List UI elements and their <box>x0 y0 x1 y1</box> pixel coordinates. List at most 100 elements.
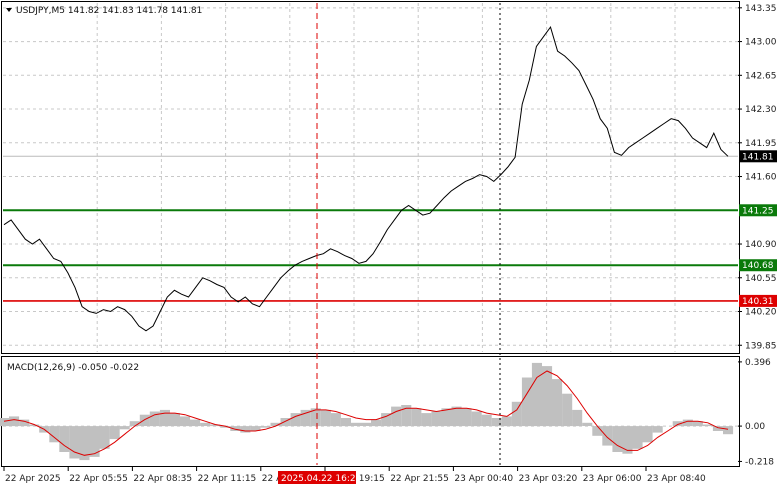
macd-bar <box>652 426 663 433</box>
time-x-axis: 22 Apr 2025 22 Apr 05:55 22 Apr 08:35 22 Ap… <box>3 467 706 484</box>
highlighted-time-tag <box>278 471 356 484</box>
macd-bar <box>542 366 553 427</box>
macd-bar <box>682 419 693 427</box>
macd-bar <box>632 426 643 449</box>
macd-bar <box>89 426 100 457</box>
macd-bar <box>411 408 422 427</box>
macd-bar <box>169 413 180 427</box>
macd-bar <box>99 426 110 449</box>
price-tick-label: 143.35 <box>745 4 777 14</box>
macd-bar <box>451 406 462 427</box>
macd-y-axis: 0.396 0.00 -0.218 <box>738 358 774 467</box>
macd-bar <box>391 406 402 427</box>
macd-tick-label: -0.218 <box>745 457 774 467</box>
price-tick-label: 142.30 <box>745 105 777 115</box>
price-tick-label: 141.60 <box>745 173 777 183</box>
macd-bar <box>371 419 382 427</box>
macd-bar <box>471 411 482 427</box>
macd-bar <box>340 418 351 427</box>
macd-bar <box>381 413 392 427</box>
current-price-label: 141.81 <box>742 152 774 162</box>
time-tick-label: 23 Apr 06:00 <box>583 474 642 484</box>
macd-signal-line <box>3 370 729 456</box>
macd-bar <box>9 416 20 427</box>
macd-bar <box>562 393 573 427</box>
macd-bar <box>401 405 412 427</box>
macd-bar <box>139 414 150 426</box>
level-lines: 141.25 140.68 140.31 141.81 <box>3 150 777 307</box>
macd-bar <box>421 413 432 427</box>
macd-bar <box>210 424 221 427</box>
time-tick-label: 22 Apr 08:35 <box>133 474 192 484</box>
price-tick-label: 141.95 <box>745 139 777 149</box>
macd-bar <box>29 424 40 427</box>
macd-bar <box>723 426 734 435</box>
macd-bar <box>642 426 653 443</box>
macd-bar <box>441 408 452 427</box>
macd-header: MACD(12,26,9) -0.050 -0.022 <box>7 363 139 373</box>
macd-bar <box>501 416 512 427</box>
level-tag-label: 140.31 <box>742 297 774 307</box>
macd-bar <box>300 409 311 427</box>
macd-bar <box>0 418 10 427</box>
time-tick-label: 22 Apr 05:55 <box>69 474 128 484</box>
macd-bar <box>702 424 713 427</box>
time-tick-label: 23 Apr 03:20 <box>519 474 578 484</box>
time-tick-label: 23 Apr 00:40 <box>454 474 513 484</box>
macd-bar <box>290 413 301 427</box>
macd-bar <box>361 422 372 426</box>
macd-bar <box>592 426 603 436</box>
macd-bar <box>49 426 60 443</box>
macd-bar <box>180 416 191 427</box>
macd-bar <box>511 401 522 427</box>
macd-bar <box>672 421 683 427</box>
macd-bar <box>461 408 472 427</box>
macd-bar <box>692 421 703 427</box>
symbol-dropdown-icon[interactable] <box>6 8 12 12</box>
price-y-axis: 143.35 143.00 142.65 142.30 141.95 141.60 140.… <box>738 4 777 351</box>
macd-bar <box>602 426 613 446</box>
macd-bar <box>250 426 261 431</box>
macd-bar <box>431 411 442 427</box>
symbol-header: USDJPY,M5 141.82 141.83 141.78 141.81 <box>16 6 202 16</box>
macd-bar <box>572 409 583 427</box>
level-tag-141.25 <box>739 204 777 217</box>
session-markers <box>316 3 501 465</box>
macd-bar <box>521 377 532 427</box>
time-tick-label: 22 Apr 2025 <box>5 474 61 484</box>
macd-bar <box>149 411 160 427</box>
macd-bar <box>159 409 170 427</box>
macd-bar <box>552 379 563 427</box>
macd-bar <box>119 426 130 430</box>
level-tag-140.68 <box>739 259 777 272</box>
macd-bar <box>190 419 201 427</box>
macd-bar <box>260 426 271 428</box>
price-tick-label: 139.85 <box>745 341 777 351</box>
macd-bar <box>270 422 281 426</box>
macd-bar <box>712 426 723 431</box>
macd-bar <box>200 422 211 426</box>
price-line <box>3 25 729 332</box>
macd-bar <box>531 362 542 427</box>
time-tick-label: 22 Apr 11:15 <box>198 474 257 484</box>
price-tick-label: 140.55 <box>745 274 777 284</box>
macd-bar <box>230 426 241 431</box>
macd-tick-label: 0.00 <box>745 422 765 432</box>
macd-bar <box>19 419 30 427</box>
macd-bar <box>330 413 341 427</box>
price-panel-frame <box>1 1 740 354</box>
macd-bar <box>310 408 321 427</box>
macd-tick-label: 0.396 <box>745 358 771 368</box>
macd-bar <box>612 426 623 452</box>
highlighted-time-label: 2025.04.22 16:20 <box>281 474 362 484</box>
price-tick-label: 140.90 <box>745 240 777 250</box>
macd-bar <box>491 418 502 427</box>
macd-bar <box>109 426 120 440</box>
price-series <box>3 25 729 332</box>
macd-bar <box>69 426 80 459</box>
price-tick-label: 143.00 <box>745 38 777 48</box>
level-tag-label: 141.25 <box>742 206 774 216</box>
price-tick-label: 140.20 <box>745 308 777 318</box>
macd-bar <box>220 426 231 428</box>
